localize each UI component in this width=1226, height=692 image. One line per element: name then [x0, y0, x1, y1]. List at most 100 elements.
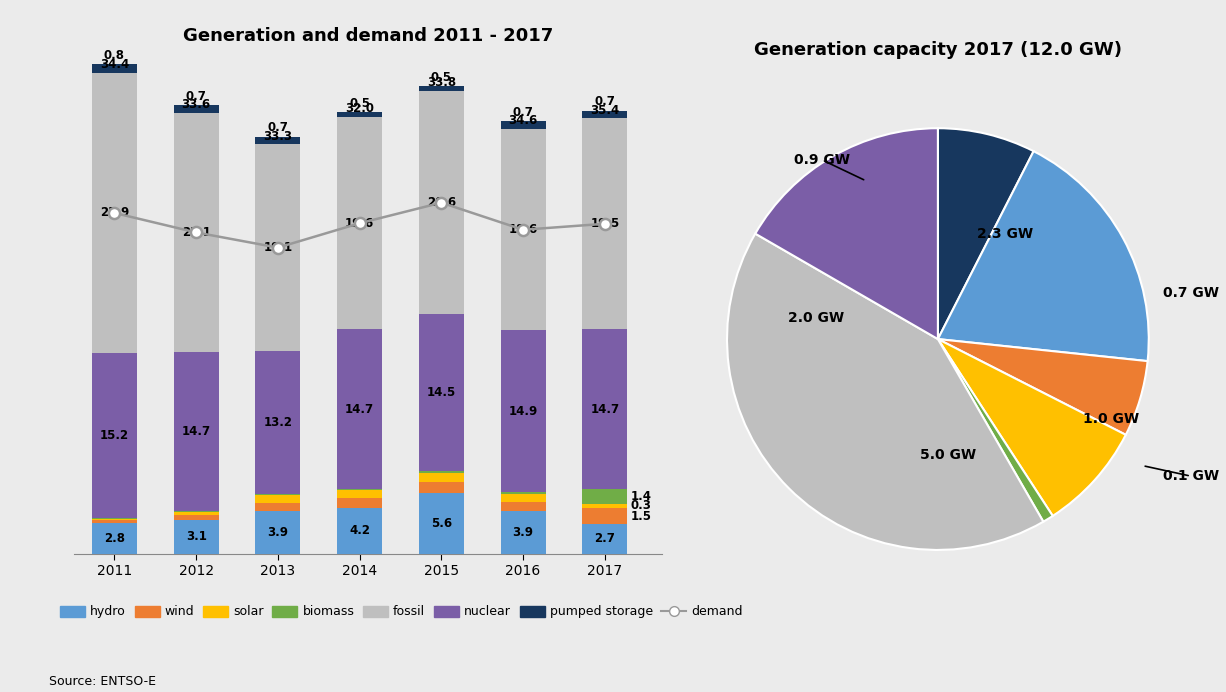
Text: 14.7: 14.7: [181, 426, 211, 438]
Bar: [255, 495, 300, 502]
Bar: [582, 329, 628, 489]
Text: 0.7: 0.7: [185, 90, 207, 103]
Bar: [92, 353, 137, 518]
Bar: [337, 111, 383, 117]
Text: 0.8: 0.8: [104, 49, 125, 62]
Bar: [337, 489, 383, 490]
Wedge shape: [755, 128, 938, 339]
Text: 3.1: 3.1: [185, 530, 207, 543]
Wedge shape: [727, 234, 1043, 550]
Bar: [337, 508, 383, 554]
Text: 18.6: 18.6: [509, 224, 538, 236]
Bar: [500, 331, 546, 492]
Text: 34.4: 34.4: [99, 58, 129, 71]
Text: 0.1 GW: 0.1 GW: [1163, 469, 1219, 483]
Text: 14.9: 14.9: [509, 405, 538, 418]
Text: 4.2: 4.2: [349, 525, 370, 538]
Bar: [500, 492, 546, 494]
Bar: [582, 504, 628, 508]
Text: 33.6: 33.6: [181, 98, 211, 111]
Wedge shape: [938, 128, 1034, 339]
Bar: [337, 490, 383, 498]
Text: 2.0 GW: 2.0 GW: [787, 311, 843, 325]
Bar: [92, 73, 137, 353]
Wedge shape: [938, 339, 1125, 516]
Bar: [174, 515, 218, 520]
Bar: [174, 105, 218, 113]
Text: 2.8: 2.8: [104, 532, 125, 545]
Bar: [419, 473, 463, 482]
Bar: [255, 502, 300, 511]
Text: 2.3 GW: 2.3 GW: [977, 227, 1034, 241]
Text: 32.0: 32.0: [346, 102, 374, 116]
Text: 19.5: 19.5: [590, 217, 619, 230]
Wedge shape: [938, 339, 1053, 522]
Bar: [92, 518, 137, 519]
Text: 3.9: 3.9: [267, 526, 288, 539]
Text: 14.7: 14.7: [590, 403, 619, 415]
Bar: [92, 64, 137, 73]
Bar: [255, 494, 300, 495]
Text: 33.3: 33.3: [264, 129, 292, 143]
Bar: [419, 86, 463, 91]
Text: 13.2: 13.2: [264, 416, 292, 429]
Bar: [92, 523, 137, 554]
Bar: [174, 513, 218, 515]
Text: 0.5: 0.5: [430, 71, 452, 84]
Text: 3.9: 3.9: [512, 526, 533, 539]
Bar: [582, 111, 628, 118]
Text: 1.4: 1.4: [631, 490, 652, 502]
Bar: [500, 129, 546, 331]
Text: 14.5: 14.5: [427, 386, 456, 399]
Bar: [337, 329, 383, 489]
Text: 22.1: 22.1: [181, 226, 211, 239]
Text: 0.5: 0.5: [349, 96, 370, 109]
Bar: [255, 136, 300, 144]
Bar: [337, 117, 383, 329]
Bar: [419, 471, 463, 473]
Bar: [174, 352, 218, 511]
Text: 19.1: 19.1: [264, 241, 293, 254]
Text: 1.0 GW: 1.0 GW: [1083, 412, 1139, 426]
Title: Generation and demand 2011 - 2017: Generation and demand 2011 - 2017: [183, 28, 553, 46]
Title: Generation capacity 2017 (12.0 GW): Generation capacity 2017 (12.0 GW): [754, 41, 1122, 59]
Bar: [582, 489, 628, 504]
Text: 14.7: 14.7: [345, 403, 374, 415]
Text: 34.6: 34.6: [509, 114, 538, 127]
Text: 0.3: 0.3: [631, 500, 652, 513]
Bar: [174, 520, 218, 554]
Wedge shape: [938, 151, 1149, 361]
Text: 33.8: 33.8: [427, 77, 456, 89]
Bar: [174, 113, 218, 352]
Legend: hydro, wind, solar, biomass, fossil, nuclear, pumped storage, demand: hydro, wind, solar, biomass, fossil, nuc…: [55, 601, 748, 623]
Bar: [582, 525, 628, 554]
Bar: [255, 351, 300, 494]
Text: 5.6: 5.6: [430, 517, 452, 530]
Bar: [174, 511, 218, 513]
Text: 0.9 GW: 0.9 GW: [794, 153, 850, 167]
Bar: [337, 498, 383, 508]
Text: 19.6: 19.6: [345, 217, 374, 230]
Bar: [500, 494, 546, 502]
Text: Source: ENTSO-E: Source: ENTSO-E: [49, 675, 156, 688]
Text: 0.7: 0.7: [267, 121, 288, 134]
Text: 25.9: 25.9: [99, 206, 129, 219]
Bar: [582, 118, 628, 329]
Text: 0.7: 0.7: [595, 95, 615, 109]
Bar: [255, 144, 300, 351]
Text: 0.7 GW: 0.7 GW: [1163, 286, 1219, 300]
Text: 0.7: 0.7: [512, 107, 533, 119]
Bar: [255, 511, 300, 554]
Text: 15.2: 15.2: [99, 429, 129, 442]
Bar: [500, 511, 546, 554]
Text: 5.0 GW: 5.0 GW: [921, 448, 976, 462]
Bar: [92, 520, 137, 523]
Bar: [582, 508, 628, 525]
Text: 35.4: 35.4: [590, 104, 619, 116]
Bar: [500, 502, 546, 511]
Text: 1.5: 1.5: [631, 510, 652, 522]
Bar: [419, 314, 463, 471]
Bar: [419, 91, 463, 314]
Bar: [419, 493, 463, 554]
Bar: [92, 519, 137, 520]
